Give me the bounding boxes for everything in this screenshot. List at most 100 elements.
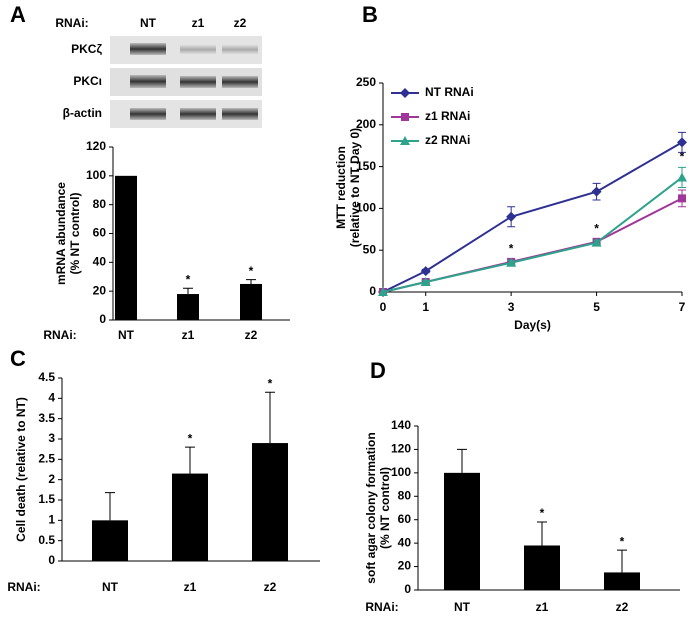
bar [252, 443, 288, 561]
y-axis-label: (% NT control) [378, 467, 392, 549]
bar [604, 572, 640, 590]
x-tick-label: z2 [616, 600, 629, 614]
y-tick-label: 60 [93, 226, 107, 240]
significance-mark: * [186, 272, 191, 286]
point [420, 276, 431, 286]
blot-row-label: PKCι [73, 74, 102, 88]
y-tick-label: 20 [93, 283, 107, 297]
y-tick-label: 80 [93, 197, 107, 211]
y-tick-label: 3.5 [38, 411, 55, 425]
y-tick-label: 0.5 [38, 533, 55, 547]
blot-row-label: PKCζ [71, 42, 102, 56]
annotation: * [680, 150, 685, 164]
y-tick-label: 150 [356, 159, 376, 173]
panel-label: D [370, 358, 386, 383]
panel-label: A [10, 2, 26, 27]
x-tick-label: NT [102, 580, 119, 594]
significance-mark: * [188, 431, 193, 445]
y-tick-label: 4.5 [38, 370, 55, 384]
y-tick-label: 100 [86, 168, 106, 182]
panel-label: B [362, 2, 378, 27]
legend-label: z1 RNAi [425, 109, 470, 123]
legend-marker [401, 113, 409, 121]
blot-lane-label: z2 [234, 16, 247, 30]
bar [240, 283, 262, 320]
significance-mark: * [268, 376, 273, 390]
y-tick-label: 0 [404, 582, 411, 596]
y-tick-label: 4 [48, 391, 55, 405]
y-axis-label: Cell death (relative to NT) [14, 397, 28, 542]
y-tick-label: 1 [48, 513, 55, 527]
x-tick-label: 7 [679, 300, 686, 314]
point [506, 257, 517, 267]
x-tick-label: 0 [380, 300, 387, 314]
y-tick-label: 50 [363, 242, 377, 256]
y-tick-label: 2 [48, 472, 55, 486]
error-bar [105, 492, 115, 521]
error-bar [265, 391, 275, 444]
y-tick-label: 3 [48, 431, 55, 445]
x-tick-label: z2 [264, 580, 277, 594]
x-row-label: RNAi: [7, 580, 40, 594]
error-bar [185, 446, 195, 474]
blot-lanes-label: RNAi: [55, 16, 88, 30]
y-tick-label: 40 [93, 255, 107, 269]
y-axis-label: mRNA abundance [54, 182, 68, 285]
y-axis-label: soft agar colony formation [364, 432, 378, 583]
y-tick-label: 40 [398, 535, 412, 549]
y-tick-label: 0 [48, 553, 55, 567]
x-tick-label: z1 [182, 328, 195, 342]
y-tick-label: 0 [99, 312, 106, 326]
error-bar [537, 521, 547, 546]
y-axis-label: MTT reduction [334, 146, 348, 229]
x-tick-label: 3 [508, 300, 515, 314]
point [378, 287, 388, 296]
y-tick-label: 1.5 [38, 492, 55, 506]
blot-lane-label: NT [140, 16, 157, 30]
significance-mark: * [620, 534, 625, 548]
x-tick-label: z1 [184, 580, 197, 594]
point [677, 172, 687, 182]
y-tick-label: 120 [86, 139, 106, 153]
x-row-label: RNAi: [365, 600, 398, 614]
y-tick-label: 2.5 [38, 452, 55, 466]
panel-label: C [10, 346, 26, 371]
y-tick-label: 60 [398, 512, 412, 526]
blot-row-label: β-actin [63, 106, 102, 120]
y-tick-label: 250 [356, 75, 376, 89]
point [678, 194, 686, 203]
significance-mark: * [249, 264, 254, 278]
line [382, 176, 683, 293]
point [591, 186, 602, 197]
x-tick-label: z2 [245, 328, 258, 342]
bar [115, 175, 137, 320]
y-tick-label: 140 [391, 418, 411, 432]
error-bar [457, 448, 467, 473]
y-axis-label: (relative to NT Day 0) [348, 128, 362, 247]
bar [177, 294, 199, 320]
bar [524, 545, 560, 590]
annotation: * [594, 222, 599, 236]
y-tick-label: 0 [369, 284, 376, 298]
x-tick-label: 5 [593, 300, 600, 314]
legend-marker [400, 136, 410, 145]
y-axis-label: (% NT control) [68, 193, 82, 275]
y-tick-label: 100 [391, 465, 411, 479]
point [506, 211, 517, 222]
point [420, 266, 431, 277]
error-bar [183, 287, 193, 295]
error-bar [617, 549, 627, 573]
x-tick-label: 1 [422, 300, 429, 314]
y-tick-label: 120 [391, 442, 411, 456]
point [677, 137, 687, 148]
legend-label: z2 RNAi [425, 133, 470, 147]
error-bar [246, 279, 256, 284]
significance-mark: * [540, 506, 545, 520]
x-tick-label: NT [118, 328, 135, 342]
bar [172, 473, 208, 561]
bar [92, 520, 128, 561]
blot-lane-label: z1 [192, 16, 205, 30]
annotation: * [509, 242, 514, 256]
legend-marker [400, 88, 410, 98]
